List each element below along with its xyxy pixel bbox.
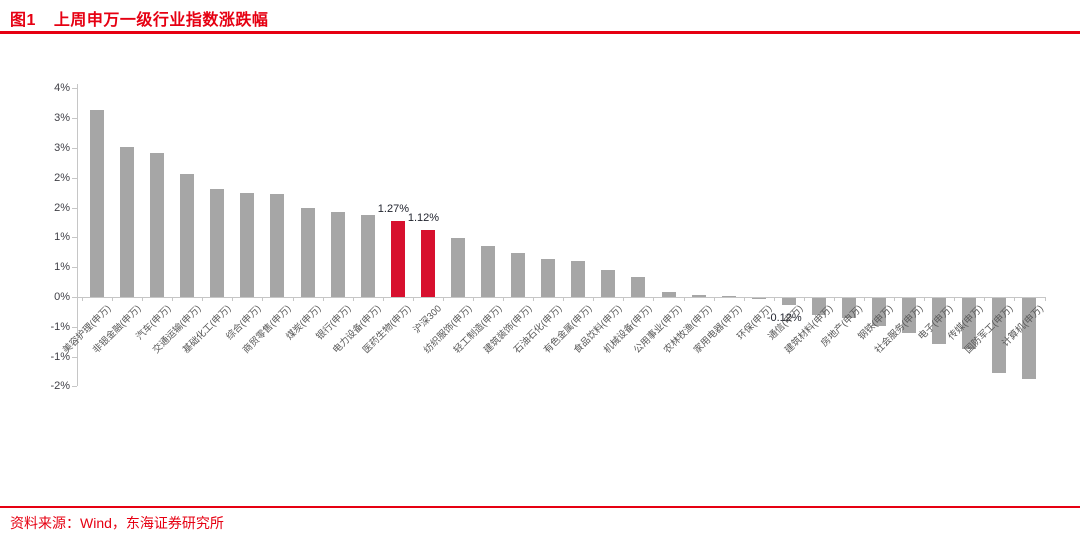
x-axis-tick bbox=[232, 297, 234, 301]
figure-title: 图1 上周申万一级行业指数涨跌幅 bbox=[10, 6, 268, 30]
chart-bar bbox=[631, 277, 646, 297]
figure-title-text: 上周申万一级行业指数涨跌幅 bbox=[53, 12, 269, 29]
y-axis-tick bbox=[72, 118, 77, 120]
x-axis-tick bbox=[593, 297, 595, 301]
x-axis-tick bbox=[563, 297, 565, 301]
chart-bar bbox=[872, 298, 887, 326]
figure-number: 图1 bbox=[10, 12, 36, 29]
chart-bar bbox=[932, 298, 947, 345]
x-axis-tick bbox=[322, 297, 324, 301]
chart-bar bbox=[360, 214, 375, 297]
y-axis-tick bbox=[72, 326, 77, 328]
y-axis-tick-label: 1% bbox=[54, 231, 70, 244]
x-axis-tick bbox=[924, 297, 926, 301]
x-axis-tick bbox=[623, 297, 625, 301]
title-underline bbox=[0, 31, 1080, 34]
x-axis-tick bbox=[262, 297, 264, 301]
x-axis-tick bbox=[954, 297, 956, 301]
x-axis-tick bbox=[533, 297, 535, 301]
x-axis-tick bbox=[473, 297, 474, 301]
y-axis-tick bbox=[72, 88, 77, 90]
x-axis-tick bbox=[292, 297, 294, 301]
x-axis-tick bbox=[713, 297, 715, 301]
chart-bar bbox=[1022, 298, 1037, 380]
y-axis-tick-label: 4% bbox=[54, 82, 70, 95]
chart-bar bbox=[300, 207, 315, 297]
chart-bar bbox=[270, 193, 285, 297]
y-axis-tick-label: 3% bbox=[54, 142, 70, 154]
y-axis-tick bbox=[72, 237, 77, 239]
chart-bar bbox=[601, 270, 616, 297]
x-axis-tick bbox=[442, 297, 444, 301]
chart-bar bbox=[240, 193, 255, 297]
bar-data-label: -0.12% bbox=[766, 312, 802, 325]
y-axis-tick bbox=[72, 207, 77, 209]
x-axis-tick bbox=[743, 297, 745, 301]
y-axis-tick-label: 1% bbox=[54, 261, 70, 274]
chart-bar bbox=[390, 221, 405, 297]
y-axis-tick bbox=[72, 356, 77, 358]
chart-bar bbox=[180, 173, 195, 297]
chart-bar bbox=[541, 259, 556, 297]
y-axis-tick-label: -1% bbox=[50, 350, 70, 363]
x-axis-tick bbox=[773, 297, 775, 301]
x-axis-tick bbox=[172, 297, 174, 301]
chart-bar bbox=[842, 298, 856, 319]
chart-bar bbox=[420, 230, 435, 297]
chart-bar bbox=[150, 152, 165, 297]
source-note: 资料来源：Wind，东海证券研究所 bbox=[10, 515, 224, 531]
x-axis-tick bbox=[112, 297, 114, 301]
bar-data-label: 1.12% bbox=[407, 212, 440, 225]
chart-bar bbox=[330, 211, 345, 297]
y-axis-line bbox=[77, 84, 78, 387]
footer-divider bbox=[0, 506, 1080, 508]
y-axis-tick-label: 3% bbox=[54, 112, 70, 125]
chart-bar bbox=[721, 295, 736, 297]
chart-bar bbox=[481, 246, 496, 297]
chart-bar bbox=[90, 110, 104, 297]
chart-bar bbox=[120, 146, 135, 297]
y-axis-tick bbox=[72, 297, 77, 298]
chart-bar bbox=[571, 261, 586, 297]
x-axis-tick bbox=[382, 297, 384, 301]
x-axis-tick bbox=[202, 297, 204, 301]
chart-bar bbox=[210, 188, 225, 297]
x-axis-tick bbox=[803, 297, 805, 301]
y-axis-tick bbox=[72, 177, 77, 179]
x-axis-tick bbox=[894, 297, 896, 301]
x-axis-tick bbox=[503, 297, 505, 301]
x-axis-tick bbox=[1014, 297, 1016, 301]
x-axis-tick bbox=[412, 297, 414, 301]
x-axis-tick bbox=[81, 297, 83, 301]
chart-bar bbox=[962, 298, 977, 349]
x-axis-tick bbox=[142, 297, 144, 301]
x-axis-tick bbox=[864, 297, 866, 301]
chart-bar bbox=[781, 298, 796, 306]
y-axis-tick bbox=[72, 386, 77, 388]
x-axis-tick bbox=[1044, 297, 1046, 301]
y-axis-tick bbox=[72, 267, 77, 269]
chart-bar bbox=[661, 292, 676, 297]
x-axis-tick bbox=[984, 297, 986, 301]
x-axis-line bbox=[77, 297, 1045, 298]
y-axis-tick-label: 0% bbox=[54, 291, 70, 303]
bar-data-label: 1.27% bbox=[377, 203, 409, 216]
y-axis-tick-label: -2% bbox=[50, 380, 70, 393]
y-axis-tick-label: 2% bbox=[54, 171, 70, 184]
x-axis-tick bbox=[653, 297, 655, 301]
chart-bar bbox=[450, 237, 465, 297]
chart-bar bbox=[902, 298, 917, 334]
y-axis-tick bbox=[72, 148, 77, 149]
x-axis-tick bbox=[683, 297, 685, 301]
x-axis-tick bbox=[352, 297, 354, 301]
y-axis-tick-label: 2% bbox=[54, 201, 70, 214]
chart-bar bbox=[691, 294, 706, 297]
chart-bar bbox=[511, 252, 526, 297]
chart-bar bbox=[811, 298, 826, 315]
x-axis-tick bbox=[833, 297, 835, 301]
chart-bar bbox=[992, 298, 1007, 374]
y-axis-tick-label: -1% bbox=[50, 320, 70, 333]
chart-bar bbox=[751, 298, 766, 300]
